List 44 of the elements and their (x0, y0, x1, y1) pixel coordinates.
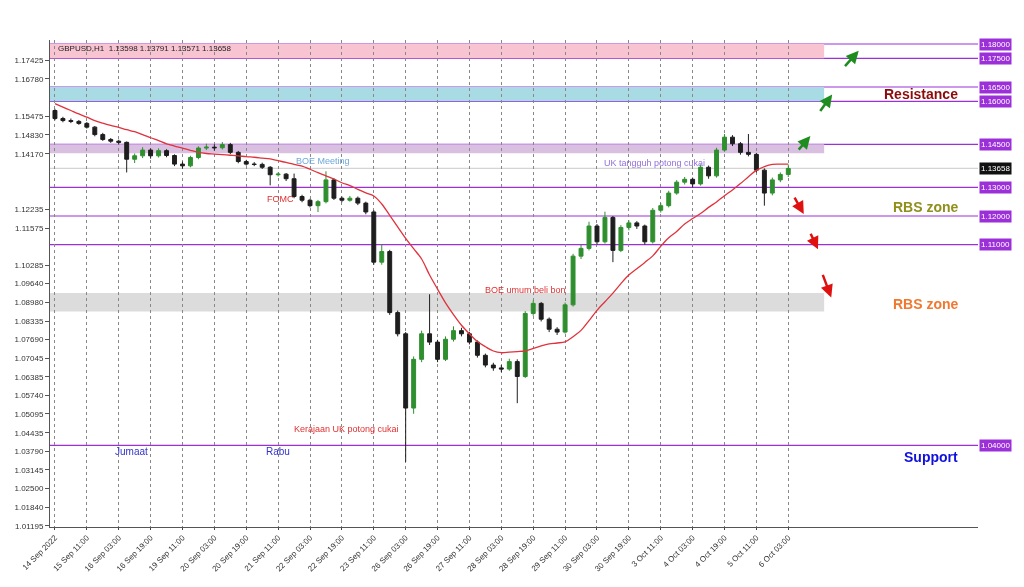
ref-line-label: 1.14500 (981, 140, 1011, 149)
y-tick-label: 1.15475 (14, 112, 44, 122)
y-tick-label: 1.12235 (14, 205, 44, 215)
y-tick-label: 1.16780 (14, 74, 44, 84)
ref-line-label: 1.17500 (981, 54, 1011, 63)
y-tick-label: 1.01840 (14, 503, 44, 513)
ref-line-label: 1.13658 (981, 164, 1011, 173)
annotation: Jumaat (115, 446, 149, 457)
y-tick-label: 1.04435 (14, 428, 44, 438)
annotation: FOMC (267, 194, 294, 204)
y-tick-label: 1.05095 (14, 409, 44, 419)
y-tick-label: 1.07045 (14, 353, 44, 363)
text: Support (904, 449, 958, 465)
y-tick-label: 1.02500 (14, 484, 44, 494)
text: RBS zone (893, 296, 959, 312)
text: RBS zone (893, 199, 959, 215)
y-tick-label: 1.11575 (15, 223, 44, 233)
y-tick-label: 1.09640 (14, 279, 44, 289)
text: Resistance (884, 86, 959, 102)
ref-line-label: 1.04000 (981, 441, 1011, 450)
y-tick-label: 1.10285 (14, 260, 44, 270)
y-tick-label: 1.06385 (14, 372, 44, 382)
ref-line-label: 1.16500 (981, 83, 1011, 92)
annotation: BOE umum beli bon (485, 285, 566, 295)
ref-line-label: 1.16000 (981, 97, 1011, 106)
y-tick-label: 1.07690 (14, 335, 44, 345)
y-tick-label: 1.08980 (14, 298, 44, 308)
y-tick-label: 1.08335 (14, 316, 44, 326)
y-tick-label: 1.03145 (14, 465, 44, 475)
y-tick-label: 1.14830 (14, 130, 44, 140)
y-tick-label: 1.05740 (14, 391, 44, 401)
annotation: UK tangguh potong cukai (604, 158, 706, 168)
annotation: BOE Meeting (296, 156, 350, 166)
annotation: Kerajaan UK potong cukai (294, 424, 399, 434)
ref-line-label: 1.13000 (981, 183, 1011, 192)
ref-line-label: 1.12000 (981, 212, 1011, 221)
y-tick-label: 1.03790 (14, 447, 44, 457)
y-tick-label: 1.17425 (14, 56, 44, 66)
y-tick-label: 1.14170 (14, 149, 44, 159)
annotation: Rabu (266, 446, 290, 457)
y-tick-label: 1.01195 (15, 521, 44, 531)
ref-line-label: 1.11000 (981, 240, 1010, 249)
ref-line-label: 1.18000 (981, 40, 1011, 49)
text: GBPUSD,H1 1.13598 1.13791 1.13571 1.13658 (58, 44, 232, 53)
